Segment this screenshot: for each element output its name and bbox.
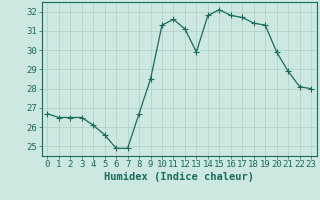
X-axis label: Humidex (Indice chaleur): Humidex (Indice chaleur) — [104, 172, 254, 182]
